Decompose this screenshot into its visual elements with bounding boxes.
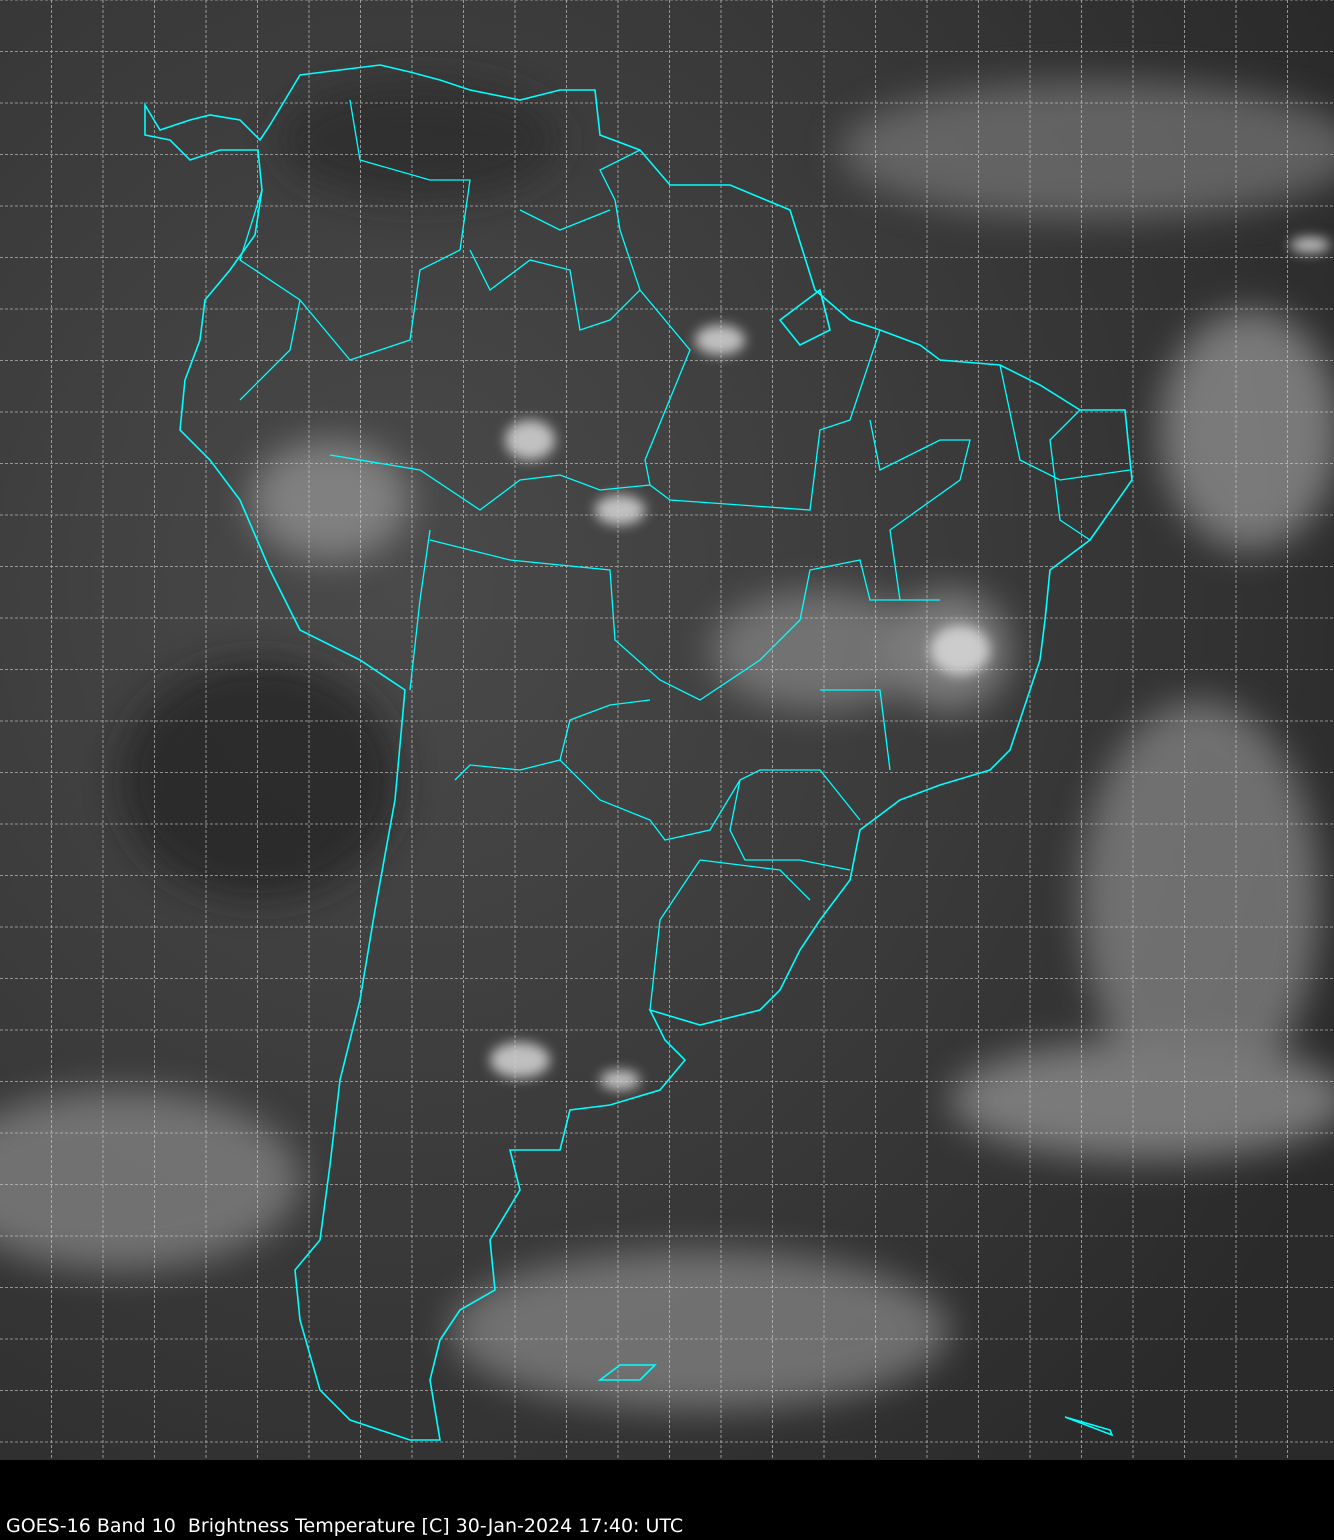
south-america-coastline bbox=[144, 64, 1133, 1441]
bright-clouds bbox=[490, 237, 1330, 1090]
image-caption: GOES-16 Band 10 Brightness Temperature [… bbox=[6, 1515, 684, 1537]
cloud-features bbox=[0, 80, 1334, 1410]
country-borders bbox=[239, 99, 1131, 1011]
islands bbox=[597, 288, 1114, 1437]
satellite-image bbox=[0, 0, 1334, 1460]
coastlines-and-borders bbox=[144, 64, 1133, 1441]
